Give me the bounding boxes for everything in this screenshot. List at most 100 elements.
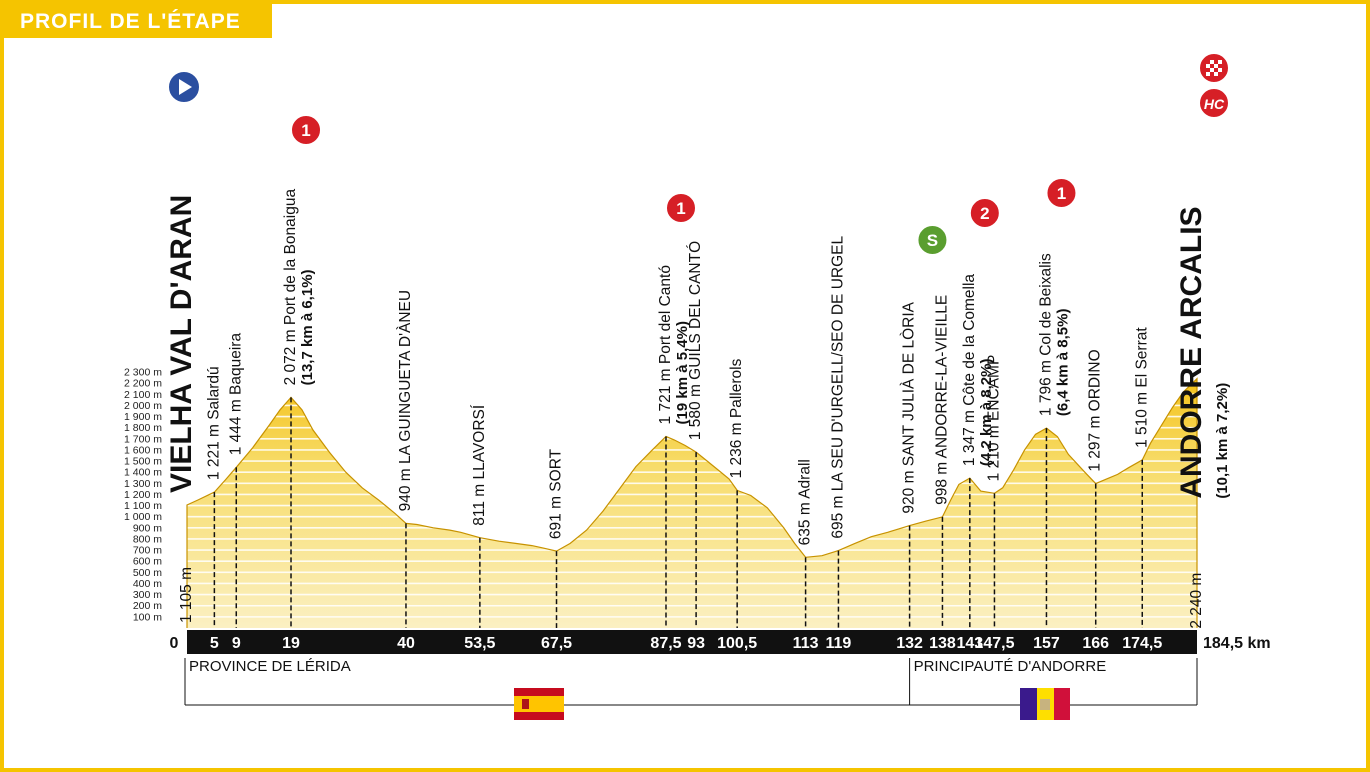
place-name: LA SEU D'URGELL/SEO DE URGEL [829,236,846,492]
x-tick-label: 19 [282,635,300,652]
place-text: 1 347 m Côte de la Comella [961,274,978,467]
climb-detail: (10,1 km à 7,2%) [1214,383,1231,499]
climb-detail: (19 km à 5,4%) [674,321,691,424]
x-tick-label: 174,5 [1122,635,1162,652]
checker-cell [1206,68,1210,72]
place-name: SORT [548,448,565,491]
x-tick-label: 9 [232,635,241,652]
place-text: 1 444 m Baqueira [227,333,244,456]
place-text: 1 297 m ORDINO [1087,349,1104,471]
x-tick-label: 184,5 km [1203,635,1271,652]
place-name: ENCAMP [985,355,1002,421]
place-label: 1 721 m Port del Cantó(19 km à 5,4%) [657,265,691,424]
place-name: El Serrat [1133,327,1150,388]
header-title: PROFIL DE L'ÉTAPE [20,10,241,33]
place-name: Pallerols [728,358,745,418]
y-tick-label: 1 100 m [124,500,162,512]
spain-flag-emblem [522,699,529,709]
y-tick-label: 700 m [133,545,162,557]
place-label: 635 m Adrall [797,459,814,545]
place-text: VIELHA VAL D'ARAN [165,195,198,493]
checker-cell [1206,64,1210,68]
checker-cell [1218,72,1222,76]
place-elevation: 1 510 m [1133,388,1150,448]
x-axis-ticks: 0 5 9 19 40 53,5 67,5 87,5 93 100,5 113 119 132 138 14… [170,635,1271,652]
x-tick-label: 53,5 [464,635,495,652]
x-tick-label: 0 [170,635,179,652]
place-elevation: 1 580 m [687,380,704,440]
place-text: 1 510 m El Serrat [1133,327,1150,448]
x-tick-label: 93 [687,635,705,652]
place-elevation: 691 m [548,492,565,539]
y-tick-label: 1 600 m [124,444,162,456]
climb-category-label: S [927,231,938,250]
y-tick-label: 1 300 m [124,478,162,490]
place-name: VIELHA VAL D'ARAN [165,195,198,493]
place-elevation: 695 m [829,491,846,538]
climb-category-badge [1198,87,1230,119]
region-bracket: PROVINCE DE LÉRIDA PRINCIPAUTÉ D'ANDORRE [184,658,1198,720]
climb-category-label: 2 [980,204,989,223]
checker-cell [1218,68,1222,72]
place-elevation: 1 297 m [1087,411,1104,471]
climb-category-badge [1045,177,1078,209]
place-text: 1 721 m Port del Cantó [657,265,674,424]
checker-cell [1210,64,1214,68]
climb-category-badge [290,114,323,146]
place-label: 1 297 m ORDINO [1087,349,1104,471]
x-tick-label: 138 [929,635,956,652]
place-text: 1 221 m Salardú [205,366,222,480]
y-tick-label: 800 m [133,533,162,545]
y-tick-label: 200 m [133,600,162,612]
place-label: 1 210 m ENCAMP [985,355,1002,482]
place-label: 1 580 m GUILS DEL CANTÓ [687,241,704,440]
checker-cell [1210,72,1214,76]
place-elevation: 2 072 m [282,325,299,385]
km-axis-bar [187,630,1197,654]
place-name: SANT JULIÀ DE LÒRIA [901,301,918,466]
profile-fill [187,378,1197,628]
place-label: 811 m LLAVORSÍ [471,404,488,526]
climb-category-label: 1 [1057,184,1066,203]
checker-cell [1214,72,1218,76]
place-name: LA GUINGUETA D'ÀNEU [397,290,414,464]
y-tick-label: 1 000 m [124,511,162,523]
place-name: Salardú [205,366,222,419]
y-tick-label: 300 m [133,589,162,601]
place-name: ANDORRE-LA-VIEILLE [933,295,950,459]
region-label: PROVINCE DE LÉRIDA [189,658,351,675]
place-label: 1 236 m Pallerols [728,358,745,478]
place-label: 1 510 m El Serrat [1133,327,1150,448]
checker-cell [1218,64,1222,68]
y-tick-label: 1 900 m [124,411,162,423]
climb-detail: (13,7 km à 6,1%) [299,269,316,385]
place-elevation: 920 m [901,466,918,513]
place-elevation: 811 m [471,479,488,525]
x-tick-label: 119 [826,635,852,652]
climb-category-label: 1 [301,121,310,140]
place-name: LLAVORSÍ [471,404,488,479]
andorra-flag-emblem [1040,699,1050,710]
place-text: 695 m LA SEU D'URGELL/SEO DE URGEL [829,236,846,539]
checker-cell [1214,64,1218,68]
place-name: Adrall [797,459,814,499]
place-name: Côte de la Comella [961,274,978,406]
y-tick-label: 400 m [133,578,162,590]
checker-cell [1210,68,1214,72]
climb-category-badge [968,197,1001,229]
x-tick-label: 113 [793,635,819,652]
x-tick-label: 132 [896,635,923,652]
y-tick-label: 2 300 m [124,367,162,379]
place-elevation: 940 m [397,464,414,511]
place-elevation: 635 m [797,499,814,546]
place-elevation: 1 347 m [961,406,978,466]
y-tick-label: 1 700 m [124,433,162,445]
climb-category-badge [664,192,697,224]
place-elevation: 1 221 m [205,420,222,480]
place-name: Port del Cantó [657,265,674,364]
place-label: 1 444 m Baqueira [227,333,244,456]
y-tick-label: 2 100 m [124,389,162,401]
